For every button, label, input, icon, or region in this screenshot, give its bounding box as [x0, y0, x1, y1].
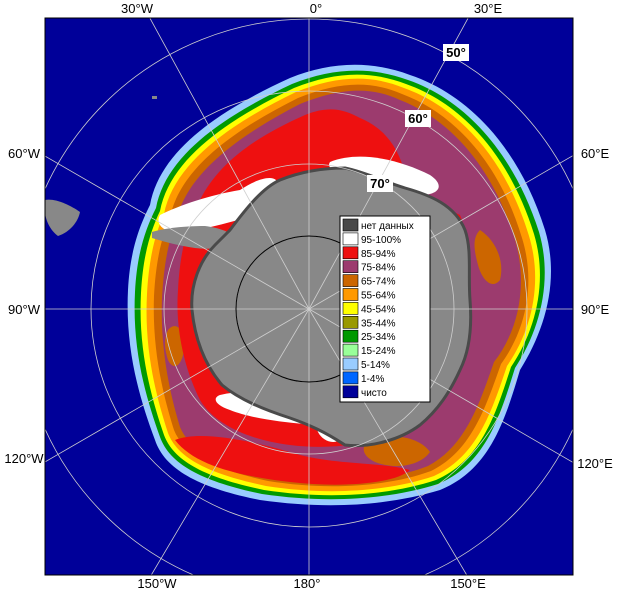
lon-180-label: 180° — [294, 576, 321, 591]
legend-label: нет данных — [361, 221, 414, 232]
lon-30e-label: 30°E — [474, 1, 503, 16]
lon-60e-label: 60°E — [581, 146, 610, 161]
legend-swatch — [342, 274, 359, 287]
lat60-label-bg — [405, 110, 431, 127]
legend-swatch — [342, 357, 359, 371]
ice-patch-95-100-weddell — [158, 178, 276, 232]
ice-patch-65-74-east — [474, 230, 502, 285]
lon-90e-label: 90°E — [581, 302, 610, 317]
legend-swatch — [342, 302, 359, 315]
legend-swatch — [342, 232, 359, 246]
legend: нет данных 95-100% 85-94% 75-84% 65-74% 55-64… — [339, 215, 431, 403]
legend-label: 25-34% — [361, 332, 396, 343]
lat50-label: 50° — [446, 45, 466, 60]
legend-label: 65-74% — [361, 277, 396, 288]
lat70-label-bg — [367, 175, 393, 192]
lon-150e-label: 150°E — [450, 576, 486, 591]
south-georgia-island — [152, 96, 157, 99]
legend-swatch — [342, 288, 359, 301]
lat60-label: 60° — [408, 111, 428, 126]
lon-90w-label: 90°W — [8, 302, 41, 317]
legend-swatch — [342, 385, 359, 399]
lon-150w-label: 150°W — [137, 576, 177, 591]
legend-label: чисто — [361, 388, 387, 399]
no-data-coastal-rim — [190, 166, 473, 448]
lon-120w-label: 120°W — [4, 451, 44, 466]
map-frame — [44, 17, 574, 576]
lat70-label: 70° — [370, 176, 390, 191]
legend-label: 75-84% — [361, 263, 396, 274]
south-america-tip — [45, 199, 80, 236]
legend-label: 85-94% — [361, 249, 396, 260]
lat50-label-bg — [443, 44, 469, 61]
ice-patch-65-74-west — [165, 326, 185, 367]
legend-swatch — [342, 371, 359, 385]
lon-60w-label: 60°W — [8, 146, 41, 161]
lon-30w-label: 30°W — [121, 1, 154, 16]
legend-label: 15-24% — [361, 346, 396, 357]
legend-label: 5-14% — [361, 360, 390, 371]
lon-120e-label: 120°E — [577, 456, 613, 471]
legend-label: 55-64% — [361, 291, 396, 302]
legend-label: 45-54% — [361, 304, 396, 315]
legend-swatch — [342, 343, 359, 357]
legend-swatch — [342, 329, 359, 343]
legend-swatch — [342, 260, 359, 274]
legend-label: 1-4% — [361, 374, 384, 385]
legend-label: 95-100% — [361, 235, 401, 246]
legend-swatch — [342, 315, 359, 329]
ice-patch-85-94-ross — [175, 435, 410, 485]
legend-label: 35-44% — [361, 318, 396, 329]
lon-0-label: 0° — [310, 1, 322, 16]
legend-swatch — [342, 246, 359, 260]
legend-swatch — [342, 218, 359, 232]
